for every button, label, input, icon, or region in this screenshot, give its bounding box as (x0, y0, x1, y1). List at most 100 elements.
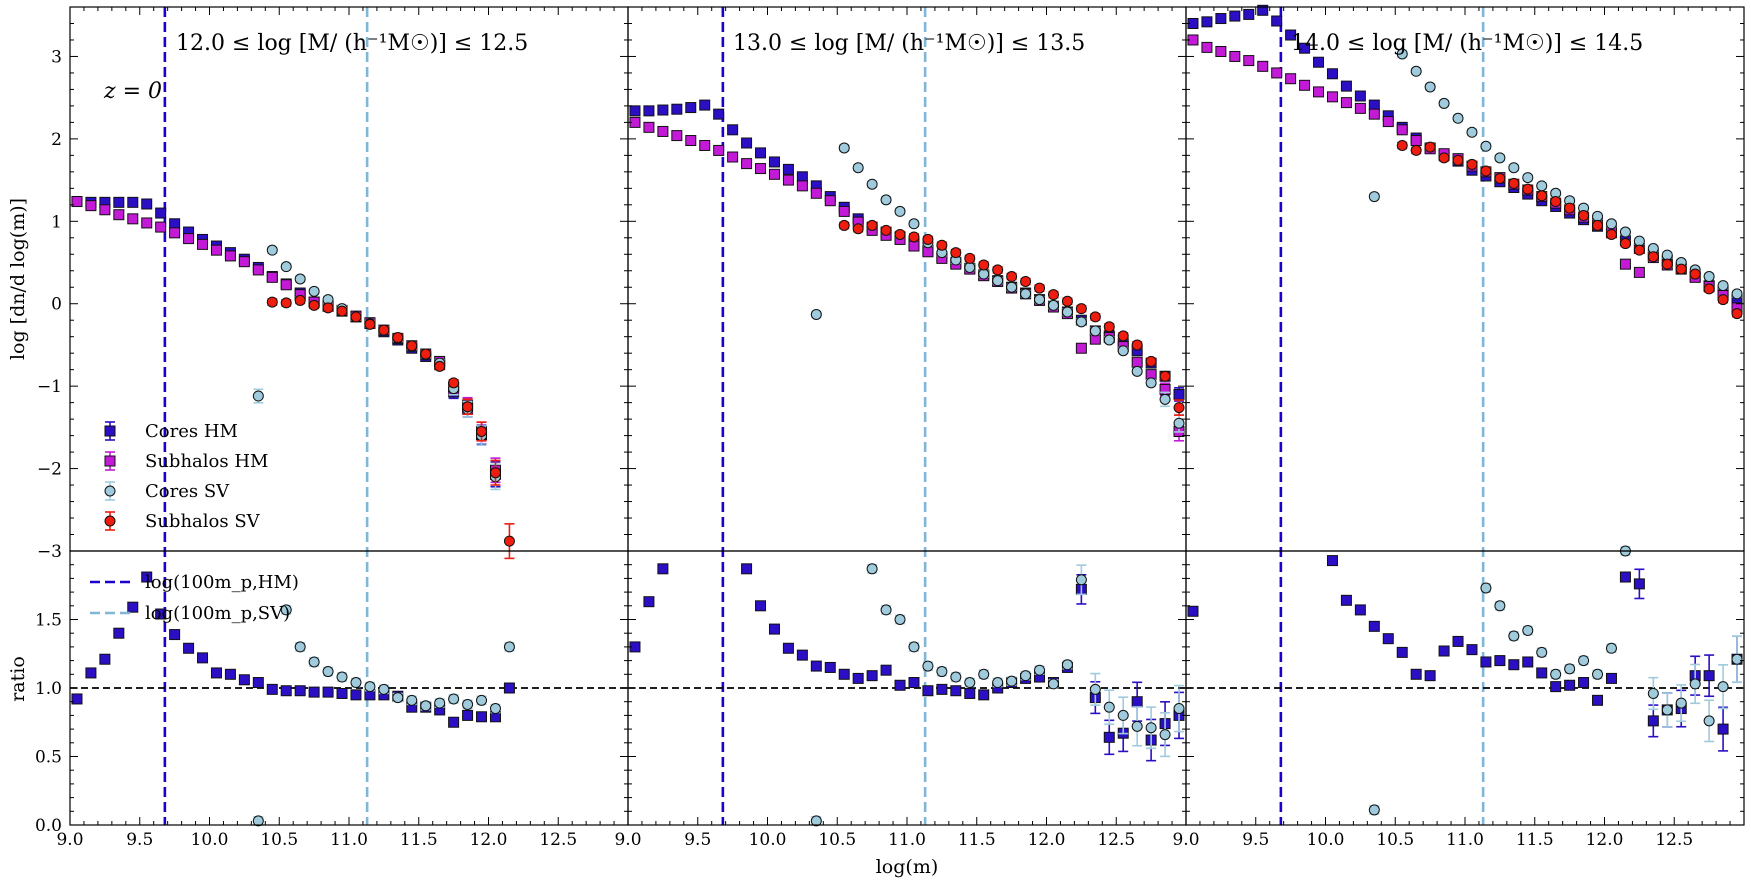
plot-layer: 9.0 9.5 10.0 10.5 11.0 11.5 12.0 12.5 3 2 1 0 −1 −2 −3… (35, 4, 1745, 850)
panel-2-ratio-cores-hm-point (894, 679, 906, 691)
panel-2-subhalos-sv-point (1103, 321, 1115, 333)
panel-1-ratio-cores-hm-point (127, 601, 139, 613)
panel-3-subhalos-sv-point (1438, 152, 1450, 164)
panel-3-ratio-cores-hm-point (1564, 679, 1576, 691)
panel-3-cores-sv-point (1619, 226, 1631, 238)
panel-2-cores-sv-point (1006, 281, 1018, 293)
panel-3-subhalos-hm-point (1215, 46, 1227, 58)
panel-2-cores-hm-point (755, 147, 767, 159)
panel-1-ratio-cores-hm-point (503, 682, 515, 694)
panel-2-cores-sv-point (1061, 306, 1073, 318)
panel-2-subhalos-sv-point (1006, 271, 1018, 283)
panel-2-cores-sv-point (1089, 325, 1101, 337)
panel-3-cores-sv-point (1452, 112, 1464, 124)
panel-3-subhalos-hm-point (1313, 86, 1325, 98)
panel-3-cores-sv-point (1396, 48, 1408, 60)
panel-2-ratio-cores-hm-point (908, 677, 920, 689)
panel-1-ratio-cores-hm-point (266, 683, 278, 695)
panel-1-ratio-cores-hm-point (224, 668, 236, 680)
panel-3-ratio-cores-hm-point (1326, 555, 1338, 567)
panel-3-ratio-cores-hm-point (1647, 715, 1659, 727)
panel-1-ratio-cores-hm-point (322, 686, 334, 698)
panel-2-subhalos-hm-point (713, 144, 725, 156)
panel-1-ratio-cores-sv-point (462, 698, 474, 710)
panel-1-ratio-cores-hm-point (462, 709, 474, 721)
panel-2-cores-sv-point (1117, 345, 1129, 357)
panel-2-cores-sv-point (894, 205, 906, 217)
panel-2-subhalos-hm-point (782, 174, 794, 186)
panel-2-subhalos-sv-point (838, 219, 850, 231)
panel-2-cores-sv-point (1131, 365, 1143, 377)
panel-2-x-tick-label: 10.0 (749, 830, 787, 850)
legend-label-vline-sv: log(100m_p,SV) (145, 603, 290, 624)
legend-label-cores-sv: Cores SV (145, 481, 230, 502)
panel-1-subhalos-hm-point (85, 200, 97, 212)
panel-2-cores-hm-point (782, 163, 794, 175)
panel-1-ratio-cores-hm-point (183, 642, 195, 654)
panel-2-cores-sv-point (1145, 377, 1157, 389)
panel-3-cores-sv-point (1438, 97, 1450, 109)
panel-2-subhalos-hm-point (796, 180, 808, 192)
panel-1-subhalos-sv-point (476, 425, 488, 437)
panel-1-cores-sv-point (252, 390, 264, 402)
panel-3-ratio-cores-hm-point (1396, 646, 1408, 658)
panel-1-cores-hm-point (141, 198, 153, 210)
panel-2-x-tick-label: 9.5 (684, 830, 711, 850)
panel-2-ratio-cores-sv-point (1103, 701, 1115, 713)
panel-1-subhalos-hm-point (155, 221, 167, 233)
panel-1-ratio-cores-sv-point (322, 666, 334, 678)
panel-3-ratio-cores-hm-point (1368, 620, 1380, 632)
panel-3-subhalos-sv-point (1536, 190, 1548, 202)
panel-2-subhalos-sv-point (936, 239, 948, 251)
panel-3-subhalos-sv-point (1564, 202, 1576, 214)
panel-2-cores-sv-point (1159, 393, 1171, 405)
y-tick-label-top: −3 (37, 542, 62, 562)
panel-3-ratio-cores-sv-point (1661, 704, 1673, 716)
panel-2-ratio-cores-hm-point (796, 649, 808, 661)
panel-2-ratio-cores-sv-point (1034, 664, 1046, 676)
panel-3-x-tick-label: 12.5 (1655, 830, 1693, 850)
panel-2-ratio-cores-sv-point (866, 563, 878, 575)
panel-2-cores-hm-point (685, 102, 697, 114)
panel-1-subhalos-sv-point (503, 535, 515, 547)
legend-symbol-subhalos-hm (104, 455, 116, 467)
legend-label-cores-hm: Cores HM (145, 421, 238, 442)
panel-3-ratio-cores-hm-point (1452, 635, 1464, 647)
panel-1-ratio-cores-sv-point (420, 700, 432, 712)
panel-1-ratio-cores-hm-point (141, 571, 153, 583)
panel-1-ratio-cores-hm-point (155, 608, 167, 620)
panel-3-subhalos-hm-point (1382, 116, 1394, 128)
panel-2-cores-hm-point (671, 103, 683, 115)
panel-3-cores-sv-point (1410, 65, 1422, 77)
panel-1-ratio-cores-sv-point (280, 604, 292, 616)
panel-3-subhalos-sv-point (1689, 268, 1701, 280)
panel-3-ratio-cores-hm-point (1550, 681, 1562, 693)
panel-3-subhalos-sv-point (1731, 308, 1743, 320)
panel-2-cores-sv-point (908, 218, 920, 230)
panel-2-subhalos-sv-point (852, 223, 864, 235)
panel-1-ratio-cores-hm-point (210, 667, 222, 679)
panel-3-ratio-cores-hm-point (1480, 656, 1492, 668)
panel-2-subhalos-hm-point (657, 125, 669, 137)
y-tick-label-bottom: 1.5 (35, 611, 62, 631)
panel-1-subhalos-hm-point (183, 233, 195, 245)
panel-3-ratio-cores-sv-point (1368, 804, 1380, 816)
panel-1-x-tick-label: 12.5 (539, 830, 577, 850)
panel-3-subhalos-hm-point (1340, 97, 1352, 109)
panel-3-subhalos-sv-point (1410, 144, 1422, 156)
panel-1-subhalos-sv-point (280, 297, 292, 309)
panel-3-x-tick-label: 11.0 (1446, 830, 1484, 850)
panel-3-cores-hm-point (1257, 4, 1269, 16)
panel-1-subhalos-hm-point (224, 250, 236, 262)
panel-2-subhalos-hm-point (755, 163, 767, 175)
panel-1-cores-hm-point (169, 218, 181, 230)
panel-3-subhalos-sv-point (1633, 244, 1645, 256)
y-axis-label-top: log [dn/d log(m)] (7, 198, 29, 360)
panel-1-ratio-cores-sv-point (308, 656, 320, 668)
panel-3-ratio-cores-hm-point (1703, 670, 1715, 682)
panel-2-ratio-cores-hm-point (964, 687, 976, 699)
panel-2-subhalos-sv-point (894, 228, 906, 240)
panel-1-subhalos-sv-point (392, 332, 404, 344)
panel-2-ratio-cores-sv-point (1020, 670, 1032, 682)
panel-3-ratio-cores-sv-point (1675, 697, 1687, 709)
